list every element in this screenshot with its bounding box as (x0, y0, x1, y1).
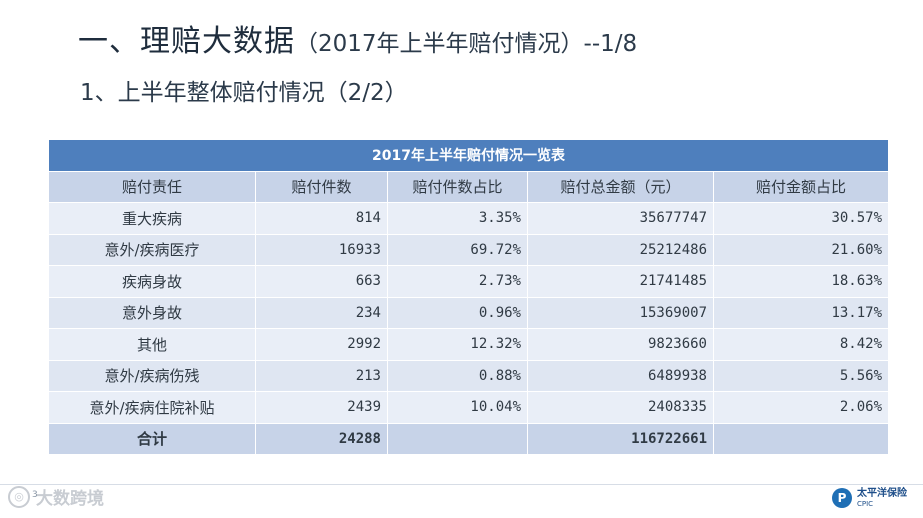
column-header-amount: 赔付总金额（元） (527, 170, 714, 203)
table-row: 重大疾病 814 3.35% 35677747 30.57% (48, 202, 890, 235)
company-logo: P 太平洋保险 CPIC (832, 488, 907, 508)
cell-responsibility: 疾病身故 (48, 265, 256, 298)
cell-amount: 9823660 (527, 328, 714, 361)
cell-total-count-share (387, 422, 528, 455)
logo-cn-text: 太平洋保险 (857, 487, 907, 499)
column-header-amount-share: 赔付金额占比 (712, 170, 890, 203)
cell-responsibility: 其他 (48, 328, 256, 361)
cell-amount-share: 18.63% (712, 265, 890, 298)
cell-count: 16933 (255, 233, 388, 266)
cell-total-count: 24288 (255, 422, 388, 455)
table-row: 疾病身故 663 2.73% 21741485 18.63% (48, 265, 890, 298)
cell-total-amount-share (712, 422, 890, 455)
cell-amount: 15369007 (527, 296, 714, 329)
table-row: 其他 2992 12.32% 9823660 8.42% (48, 328, 890, 361)
cell-amount-share: 30.57% (712, 202, 890, 235)
cell-responsibility: 意外/疾病医疗 (48, 233, 256, 266)
footer-divider (0, 484, 923, 485)
cell-count-share: 12.32% (387, 328, 528, 361)
slide-title-sub: （2017年上半年赔付情况）--1/8 (295, 31, 638, 57)
cell-count: 213 (255, 359, 388, 392)
slide-subtitle: 1、上半年整体赔付情况（2/2） (80, 80, 408, 106)
watermark-text: 大数跨境 (36, 489, 104, 509)
cell-count: 2439 (255, 391, 388, 424)
watermark: ◎ 大数跨境 (8, 484, 104, 509)
cell-amount: 2408335 (527, 391, 714, 424)
cell-count-share: 2.73% (387, 265, 528, 298)
cell-amount-share: 21.60% (712, 233, 890, 266)
slide-title: 一、理赔大数据（2017年上半年赔付情况）--1/8 (78, 16, 637, 60)
cell-amount: 35677747 (527, 202, 714, 235)
cell-total-amount: 116722661 (527, 422, 714, 455)
cell-amount: 21741485 (527, 265, 714, 298)
table-row: 意外/疾病医疗 16933 69.72% 25212486 21.60% (48, 233, 890, 266)
table-total-row: 合计 24288 116722661 (48, 422, 890, 455)
cell-total-label: 合计 (48, 422, 256, 455)
cell-amount-share: 13.17% (712, 296, 890, 329)
column-header-count: 赔付件数 (255, 170, 388, 203)
cell-count-share: 10.04% (387, 391, 528, 424)
slide-title-main: 一、理赔大数据 (78, 24, 295, 59)
cell-count-share: 3.35% (387, 202, 528, 235)
cell-count-share: 0.96% (387, 296, 528, 329)
cell-count-share: 0.88% (387, 359, 528, 392)
cell-amount: 25212486 (527, 233, 714, 266)
cell-count: 663 (255, 265, 388, 298)
page-number: 3 (32, 490, 38, 500)
cell-responsibility: 意外身故 (48, 296, 256, 329)
cpic-logo-icon: P (832, 488, 852, 508)
cell-count: 234 (255, 296, 388, 329)
watermark-logo-icon: ◎ (8, 485, 30, 508)
cell-responsibility: 重大疾病 (48, 202, 256, 235)
cell-count: 814 (255, 202, 388, 235)
cell-count-share: 69.72% (387, 233, 528, 266)
column-header-count-share: 赔付件数占比 (387, 170, 528, 203)
table-row: 意外身故 234 0.96% 15369007 13.17% (48, 296, 890, 329)
table-row: 意外/疾病住院补贴 2439 10.04% 2408335 2.06% (48, 391, 890, 424)
claims-table: 2017年上半年赔付情况一览表 赔付责任 赔付件数 赔付件数占比 赔付总金额（元… (47, 139, 890, 455)
cell-amount-share: 8.42% (712, 328, 890, 361)
cell-amount: 6489938 (527, 359, 714, 392)
cell-amount-share: 2.06% (712, 391, 890, 424)
column-header-responsibility: 赔付责任 (48, 170, 256, 203)
cell-responsibility: 意外/疾病住院补贴 (48, 391, 256, 424)
table-header-row: 赔付责任 赔付件数 赔付件数占比 赔付总金额（元） 赔付金额占比 (48, 170, 890, 203)
table-caption-row: 2017年上半年赔付情况一览表 (47, 139, 890, 172)
cell-responsibility: 意外/疾病伤残 (48, 359, 256, 392)
logo-en-text: CPIC (857, 499, 874, 508)
table-row: 意外/疾病伤残 213 0.88% 6489938 5.56% (48, 359, 890, 392)
table-caption: 2017年上半年赔付情况一览表 (47, 139, 890, 172)
cell-amount-share: 5.56% (712, 359, 890, 392)
cell-count: 2992 (255, 328, 388, 361)
